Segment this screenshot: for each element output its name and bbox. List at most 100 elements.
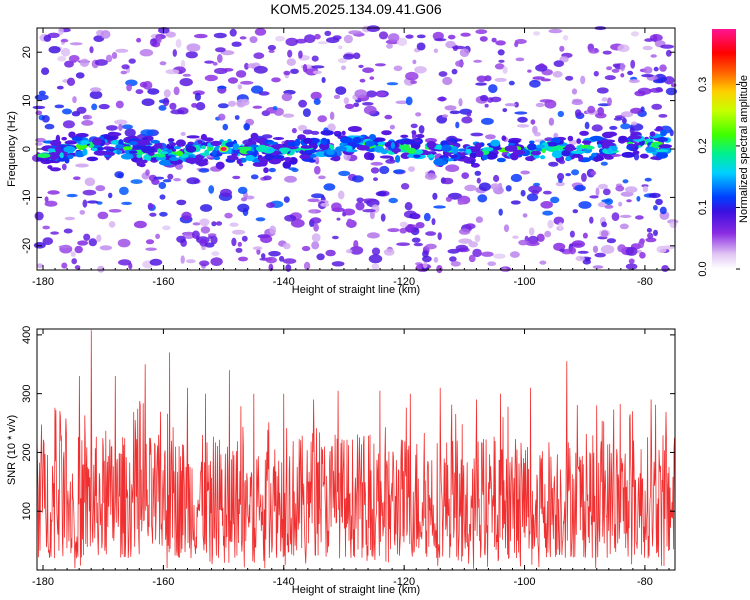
colorbar-tick-label: 0.3: [697, 77, 709, 92]
heatmap-cell: [126, 83, 132, 92]
heatmap-cell: [386, 82, 399, 86]
heatmap-cell: [576, 138, 582, 144]
heatmap-cell: [319, 142, 330, 150]
heatmap-cell: [597, 143, 602, 149]
heatmap-cell: [526, 193, 539, 202]
heatmap-cell: [251, 85, 264, 94]
heatmap-cell: [621, 151, 636, 158]
heatmap-cell: [585, 145, 595, 150]
heatmap-cell: [634, 142, 640, 147]
heatmap-cell: [645, 146, 657, 152]
heatmap-cell: [194, 33, 208, 39]
heatmap-cell: [44, 200, 58, 207]
heatmap-cell: [165, 69, 180, 75]
heatmap-cell: [615, 185, 625, 192]
heatmap-cell: [311, 241, 320, 250]
heatmap-cell: [266, 202, 275, 209]
heatmap-cell: [252, 162, 265, 167]
heatmap-cell: [449, 110, 461, 115]
heatmap-cell: [64, 216, 76, 221]
heatmap-cell: [645, 237, 657, 243]
heatmap-cell: [227, 77, 239, 84]
heatmap-cell: [186, 259, 196, 264]
heatmap-cell: [447, 248, 460, 254]
heatmap-cell: [650, 54, 657, 58]
heatmap-cell: [480, 94, 489, 102]
heatmap-cell: [200, 152, 210, 156]
heatmap-cell: [247, 63, 256, 69]
heatmap-cell: [128, 150, 138, 154]
heatmap-cell: [298, 50, 303, 59]
heatmap-y-tick-label: 0: [21, 146, 33, 152]
heatmap-cell: [231, 41, 242, 47]
heatmap-cell: [141, 98, 155, 106]
snr-y-tick-label: 300: [21, 384, 33, 402]
heatmap-cell: [555, 181, 565, 187]
heatmap-cell: [383, 248, 395, 256]
heatmap-cell: [655, 149, 669, 153]
heatmap-cell: [649, 131, 656, 137]
heatmap-cell: [56, 155, 68, 162]
heatmap-cell: [253, 65, 268, 74]
heatmap-cell: [341, 65, 346, 71]
heatmap-cell: [371, 263, 380, 270]
heatmap-peak: [220, 147, 227, 151]
heatmap-cell: [186, 177, 200, 185]
heatmap-cell: [54, 104, 65, 109]
snr-x-label: Height of straight line (km): [292, 584, 420, 596]
heatmap-cell: [61, 163, 67, 171]
heatmap-cell: [94, 59, 108, 66]
heatmap-cell: [529, 79, 541, 88]
heatmap-cell: [130, 179, 143, 185]
heatmap-cell: [240, 80, 254, 85]
heatmap-cell: [245, 154, 255, 162]
heatmap-cell: [548, 117, 555, 126]
heatmap-cell: [373, 177, 378, 182]
heatmap-cell: [539, 260, 547, 265]
heatmap-cell: [517, 124, 530, 128]
heatmap-cell: [353, 240, 359, 249]
heatmap-cell: [476, 75, 487, 83]
heatmap-cell: [160, 151, 169, 155]
heatmap-cell: [212, 61, 218, 66]
heatmap-cell: [407, 147, 417, 154]
heatmap-cell: [348, 30, 362, 35]
heatmap-cell: [54, 146, 62, 153]
heatmap-cell: [451, 146, 459, 154]
heatmap-cell: [136, 37, 142, 43]
heatmap-cell: [574, 109, 582, 117]
heatmap-cell: [520, 189, 526, 197]
heatmap-cell: [95, 185, 106, 192]
heatmap-cell: [433, 205, 446, 209]
heatmap-cell: [447, 34, 456, 40]
heatmap-cell: [371, 247, 381, 256]
heatmap-cell: [331, 202, 342, 211]
heatmap-cell: [298, 124, 307, 132]
heatmap-cell: [601, 97, 608, 102]
heatmap-cell: [140, 129, 154, 137]
heatmap-cell: [375, 191, 387, 197]
heatmap-cell: [535, 102, 545, 108]
heatmap-cell: [450, 261, 461, 267]
heatmap-cell: [175, 150, 183, 156]
heatmap-cell: [290, 218, 305, 228]
heatmap-cell: [581, 140, 592, 145]
heatmap-cell: [370, 161, 384, 166]
heatmap-cell: [433, 256, 439, 263]
heatmap-x-tick-label: -160: [152, 276, 174, 288]
heatmap-cell: [48, 46, 61, 54]
heatmap-cell: [604, 198, 613, 206]
heatmap-cell: [133, 220, 147, 229]
heatmap-cell: [337, 190, 345, 200]
snr-x-tick-label: -140: [273, 576, 295, 588]
heatmap-cell: [75, 133, 89, 138]
heatmap-cell: [412, 213, 421, 220]
heatmap-cell: [482, 147, 494, 152]
heatmap-cell: [149, 212, 157, 217]
heatmap-cell: [538, 63, 545, 69]
heatmap-cell: [354, 89, 368, 98]
heatmap-cell: [250, 132, 259, 141]
heatmap-cell: [182, 73, 191, 77]
heatmap-cell: [215, 161, 225, 170]
heatmap-cell: [35, 110, 43, 116]
